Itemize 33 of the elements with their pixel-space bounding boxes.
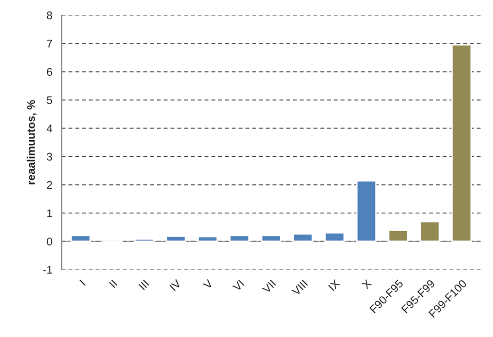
x-tick-label: IV: [170, 278, 182, 292]
x-tick-label: II: [109, 280, 118, 288]
y-tick-label: 6: [46, 68, 52, 76]
bar: [197, 236, 218, 242]
bar: [388, 230, 408, 242]
bar: [324, 232, 345, 242]
x-tick-label: VIII: [291, 280, 308, 296]
y-axis-title: reaalimuutos, %: [26, 100, 37, 184]
y-tick-label: 4: [46, 124, 52, 132]
y-tick-label: -1: [43, 266, 52, 274]
x-tick-label: IX: [328, 279, 340, 292]
x-tick-label: III: [138, 280, 150, 290]
x-tick-label: I: [80, 280, 86, 286]
y-tick-label: 8: [46, 11, 52, 20]
y-tick-label: 3: [46, 152, 52, 161]
bar: [134, 238, 154, 242]
bar: [70, 234, 91, 242]
y-tick-label: 0: [46, 238, 52, 246]
y-tick-label: 1: [47, 209, 52, 218]
x-tick-label: X: [362, 279, 372, 290]
x-tick-label: V: [202, 278, 214, 290]
bar: [356, 180, 377, 242]
x-tick-label: VII: [262, 280, 276, 294]
y-tick-label: 2: [46, 181, 52, 189]
y-tick-label: 5: [46, 96, 52, 104]
bar: [229, 234, 250, 242]
bar: [292, 233, 314, 242]
bar: [260, 234, 282, 242]
x-tick-label: VI: [232, 280, 244, 292]
y-tick-label: 7: [46, 40, 52, 48]
bar: [166, 236, 186, 242]
bar: [451, 44, 472, 242]
bar: [420, 220, 440, 242]
